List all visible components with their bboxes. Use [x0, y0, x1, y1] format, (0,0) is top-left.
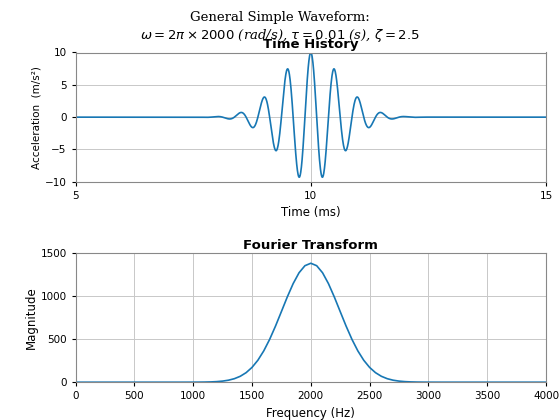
Title: Time History: Time History — [263, 38, 358, 51]
X-axis label: Frequency (Hz): Frequency (Hz) — [267, 407, 355, 420]
X-axis label: Time (ms): Time (ms) — [281, 206, 340, 219]
Text: General Simple Waveform:: General Simple Waveform: — [190, 10, 370, 24]
Y-axis label: Magnitude: Magnitude — [25, 286, 38, 349]
Y-axis label: Acceleration  (m/s²): Acceleration (m/s²) — [32, 66, 42, 168]
Text: $\omega = 2\pi \times 2000$ (rad/s), $\tau = 0.01$ (s), $\zeta = 2.5$: $\omega = 2\pi \times 2000$ (rad/s), $\t… — [140, 27, 420, 44]
Title: Fourier Transform: Fourier Transform — [244, 239, 378, 252]
